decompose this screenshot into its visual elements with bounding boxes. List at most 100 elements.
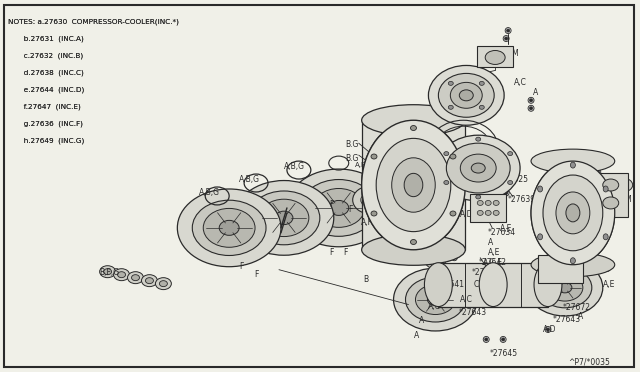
Ellipse shape xyxy=(156,278,172,290)
Text: A,E: A,E xyxy=(603,280,615,289)
Ellipse shape xyxy=(118,272,125,278)
Text: B.G: B.G xyxy=(346,154,359,163)
Ellipse shape xyxy=(508,152,513,155)
Ellipse shape xyxy=(424,263,452,307)
Ellipse shape xyxy=(426,255,445,269)
Text: A: A xyxy=(453,200,459,209)
Text: A: A xyxy=(488,238,493,247)
Ellipse shape xyxy=(301,180,376,236)
Ellipse shape xyxy=(502,338,505,341)
Ellipse shape xyxy=(529,99,532,102)
Text: h.27649  (INC.G): h.27649 (INC.G) xyxy=(8,137,84,144)
Ellipse shape xyxy=(570,162,575,168)
Ellipse shape xyxy=(485,201,491,205)
Text: *27639M: *27639M xyxy=(485,48,520,58)
Ellipse shape xyxy=(104,269,111,275)
Ellipse shape xyxy=(127,272,143,283)
Ellipse shape xyxy=(394,268,477,331)
Text: e.27644  (INC.D): e.27644 (INC.D) xyxy=(8,86,84,93)
Text: *27642: *27642 xyxy=(478,258,506,267)
Text: A,D: A,D xyxy=(543,326,557,334)
Ellipse shape xyxy=(389,203,398,210)
Text: A: A xyxy=(533,89,538,97)
Bar xyxy=(438,263,548,307)
Ellipse shape xyxy=(596,170,599,174)
Ellipse shape xyxy=(460,90,473,101)
Text: C: C xyxy=(483,270,488,279)
Ellipse shape xyxy=(438,73,494,117)
Ellipse shape xyxy=(503,182,509,188)
Ellipse shape xyxy=(361,192,381,208)
Ellipse shape xyxy=(504,51,507,54)
Ellipse shape xyxy=(485,51,505,64)
Ellipse shape xyxy=(444,180,449,185)
Ellipse shape xyxy=(531,253,615,277)
Ellipse shape xyxy=(362,234,465,265)
Text: A: A xyxy=(551,280,556,289)
Text: A,D: A,D xyxy=(460,210,474,219)
Text: g.27636  (INC.F): g.27636 (INC.F) xyxy=(8,120,83,127)
Ellipse shape xyxy=(483,336,489,342)
Ellipse shape xyxy=(428,294,444,305)
Text: A,F: A,F xyxy=(361,218,372,227)
Ellipse shape xyxy=(484,338,488,341)
Ellipse shape xyxy=(619,175,623,179)
Ellipse shape xyxy=(556,192,590,234)
Ellipse shape xyxy=(451,242,458,248)
Text: NOTES: a.27630  COMPRESSOR-COOLER(INC.*): NOTES: a.27630 COMPRESSOR-COOLER(INC.*) xyxy=(8,19,179,25)
Ellipse shape xyxy=(406,277,465,322)
Text: *27639: *27639 xyxy=(508,195,536,204)
Ellipse shape xyxy=(415,285,455,315)
Ellipse shape xyxy=(410,240,417,244)
Ellipse shape xyxy=(617,174,624,180)
Ellipse shape xyxy=(353,186,388,214)
Ellipse shape xyxy=(141,275,157,287)
Ellipse shape xyxy=(538,186,543,192)
Text: A,D: A,D xyxy=(598,265,611,274)
Ellipse shape xyxy=(374,137,452,234)
Ellipse shape xyxy=(192,200,266,256)
Ellipse shape xyxy=(329,201,349,215)
Ellipse shape xyxy=(531,149,615,173)
Ellipse shape xyxy=(100,266,116,278)
Text: c.27632  (INC.B): c.27632 (INC.B) xyxy=(8,52,83,59)
Text: A,D: A,D xyxy=(440,208,451,213)
Text: *27645: *27645 xyxy=(490,349,518,358)
Ellipse shape xyxy=(450,211,456,216)
Ellipse shape xyxy=(595,237,601,243)
Ellipse shape xyxy=(547,328,550,331)
Ellipse shape xyxy=(500,336,506,342)
Text: F: F xyxy=(239,262,243,271)
Text: F: F xyxy=(379,255,383,264)
Ellipse shape xyxy=(543,175,603,251)
Ellipse shape xyxy=(460,154,496,182)
Ellipse shape xyxy=(528,97,534,103)
Text: f.27647  (INC.E): f.27647 (INC.E) xyxy=(8,103,81,110)
Ellipse shape xyxy=(371,154,377,159)
Text: F: F xyxy=(329,200,333,209)
Ellipse shape xyxy=(538,234,543,240)
Text: A: A xyxy=(436,290,442,299)
Text: d.27638  (INC.C): d.27638 (INC.C) xyxy=(8,70,84,76)
Text: A: A xyxy=(442,200,447,209)
Text: *27634: *27634 xyxy=(488,228,516,237)
Text: F: F xyxy=(254,270,259,279)
Ellipse shape xyxy=(531,161,615,265)
Text: A,E: A,E xyxy=(588,243,600,252)
Text: b.27631  (INC.A): b.27631 (INC.A) xyxy=(8,36,84,42)
Ellipse shape xyxy=(219,220,239,235)
Ellipse shape xyxy=(476,137,481,141)
Text: A,C: A,C xyxy=(551,243,564,252)
Text: A: A xyxy=(413,331,419,340)
Text: A,B,G: A,B,G xyxy=(284,162,305,171)
Ellipse shape xyxy=(471,163,485,173)
Ellipse shape xyxy=(451,82,482,108)
Text: *27625: *27625 xyxy=(501,175,529,184)
Ellipse shape xyxy=(453,243,456,246)
Ellipse shape xyxy=(446,143,510,193)
Ellipse shape xyxy=(392,158,435,212)
Ellipse shape xyxy=(131,275,140,280)
Text: A: A xyxy=(606,205,611,214)
Text: B,F,G: B,F,G xyxy=(100,268,120,277)
Text: A,C: A,C xyxy=(514,78,527,87)
